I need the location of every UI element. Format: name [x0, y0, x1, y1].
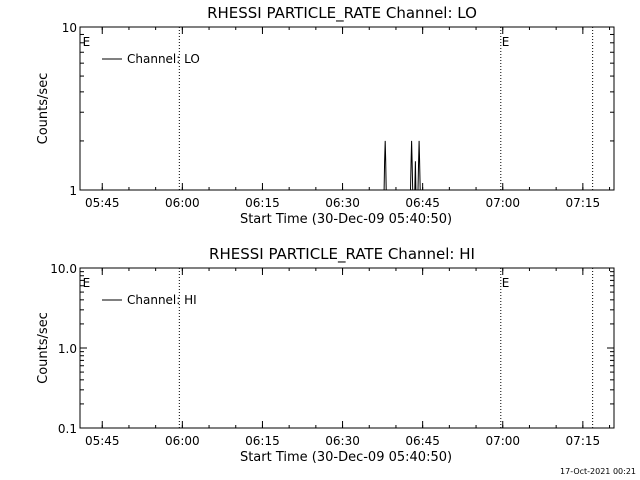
x-axis-label: Start Time (30-Dec-09 05:40:50) [240, 212, 452, 227]
x-tick-label: 07:15 [566, 196, 601, 210]
x-axis-label: Start Time (30-Dec-09 05:40:50) [240, 450, 452, 465]
legend-entry: Channel: LO [127, 52, 200, 66]
date-stamp: 17-Oct-2021 00:21 [560, 467, 636, 476]
event-marker-label: E [83, 35, 91, 49]
x-tick-label: 06:15 [245, 196, 280, 210]
x-tick-label: 05:45 [85, 196, 120, 210]
x-tick-label: 07:00 [485, 196, 520, 210]
event-marker-label: E [502, 35, 510, 49]
y-tick-label: 10.0 [50, 262, 77, 276]
y-tick-label: 1 [69, 184, 77, 198]
x-tick-label: 06:45 [405, 434, 440, 448]
event-marker-label: E [502, 276, 510, 290]
x-tick-label: 05:45 [85, 434, 120, 448]
plot-frame [79, 26, 615, 191]
legend-entry: Channel: HI [127, 293, 197, 307]
plot-frame [79, 267, 615, 429]
x-tick-label: 06:00 [165, 434, 200, 448]
y-tick-label: 0.1 [58, 422, 77, 436]
event-marker-label: E [83, 276, 91, 290]
chart-title: RHESSI PARTICLE_RATE Channel: LO [207, 4, 477, 23]
y-axis-label: Counts/sec [36, 312, 51, 384]
x-tick-label: 06:30 [325, 434, 360, 448]
x-tick-label: 06:15 [245, 434, 280, 448]
y-tick-label: 1.0 [58, 342, 77, 356]
series-line [383, 140, 421, 191]
x-tick-label: 07:15 [566, 434, 601, 448]
x-tick-label: 06:00 [165, 196, 200, 210]
x-tick-label: 07:00 [485, 434, 520, 448]
y-axis-label: Counts/sec [36, 73, 51, 145]
chart-title: RHESSI PARTICLE_RATE Channel: HI [209, 245, 475, 264]
y-tick-label: 10 [62, 21, 77, 35]
x-tick-label: 06:45 [405, 196, 440, 210]
x-tick-label: 06:30 [325, 196, 360, 210]
